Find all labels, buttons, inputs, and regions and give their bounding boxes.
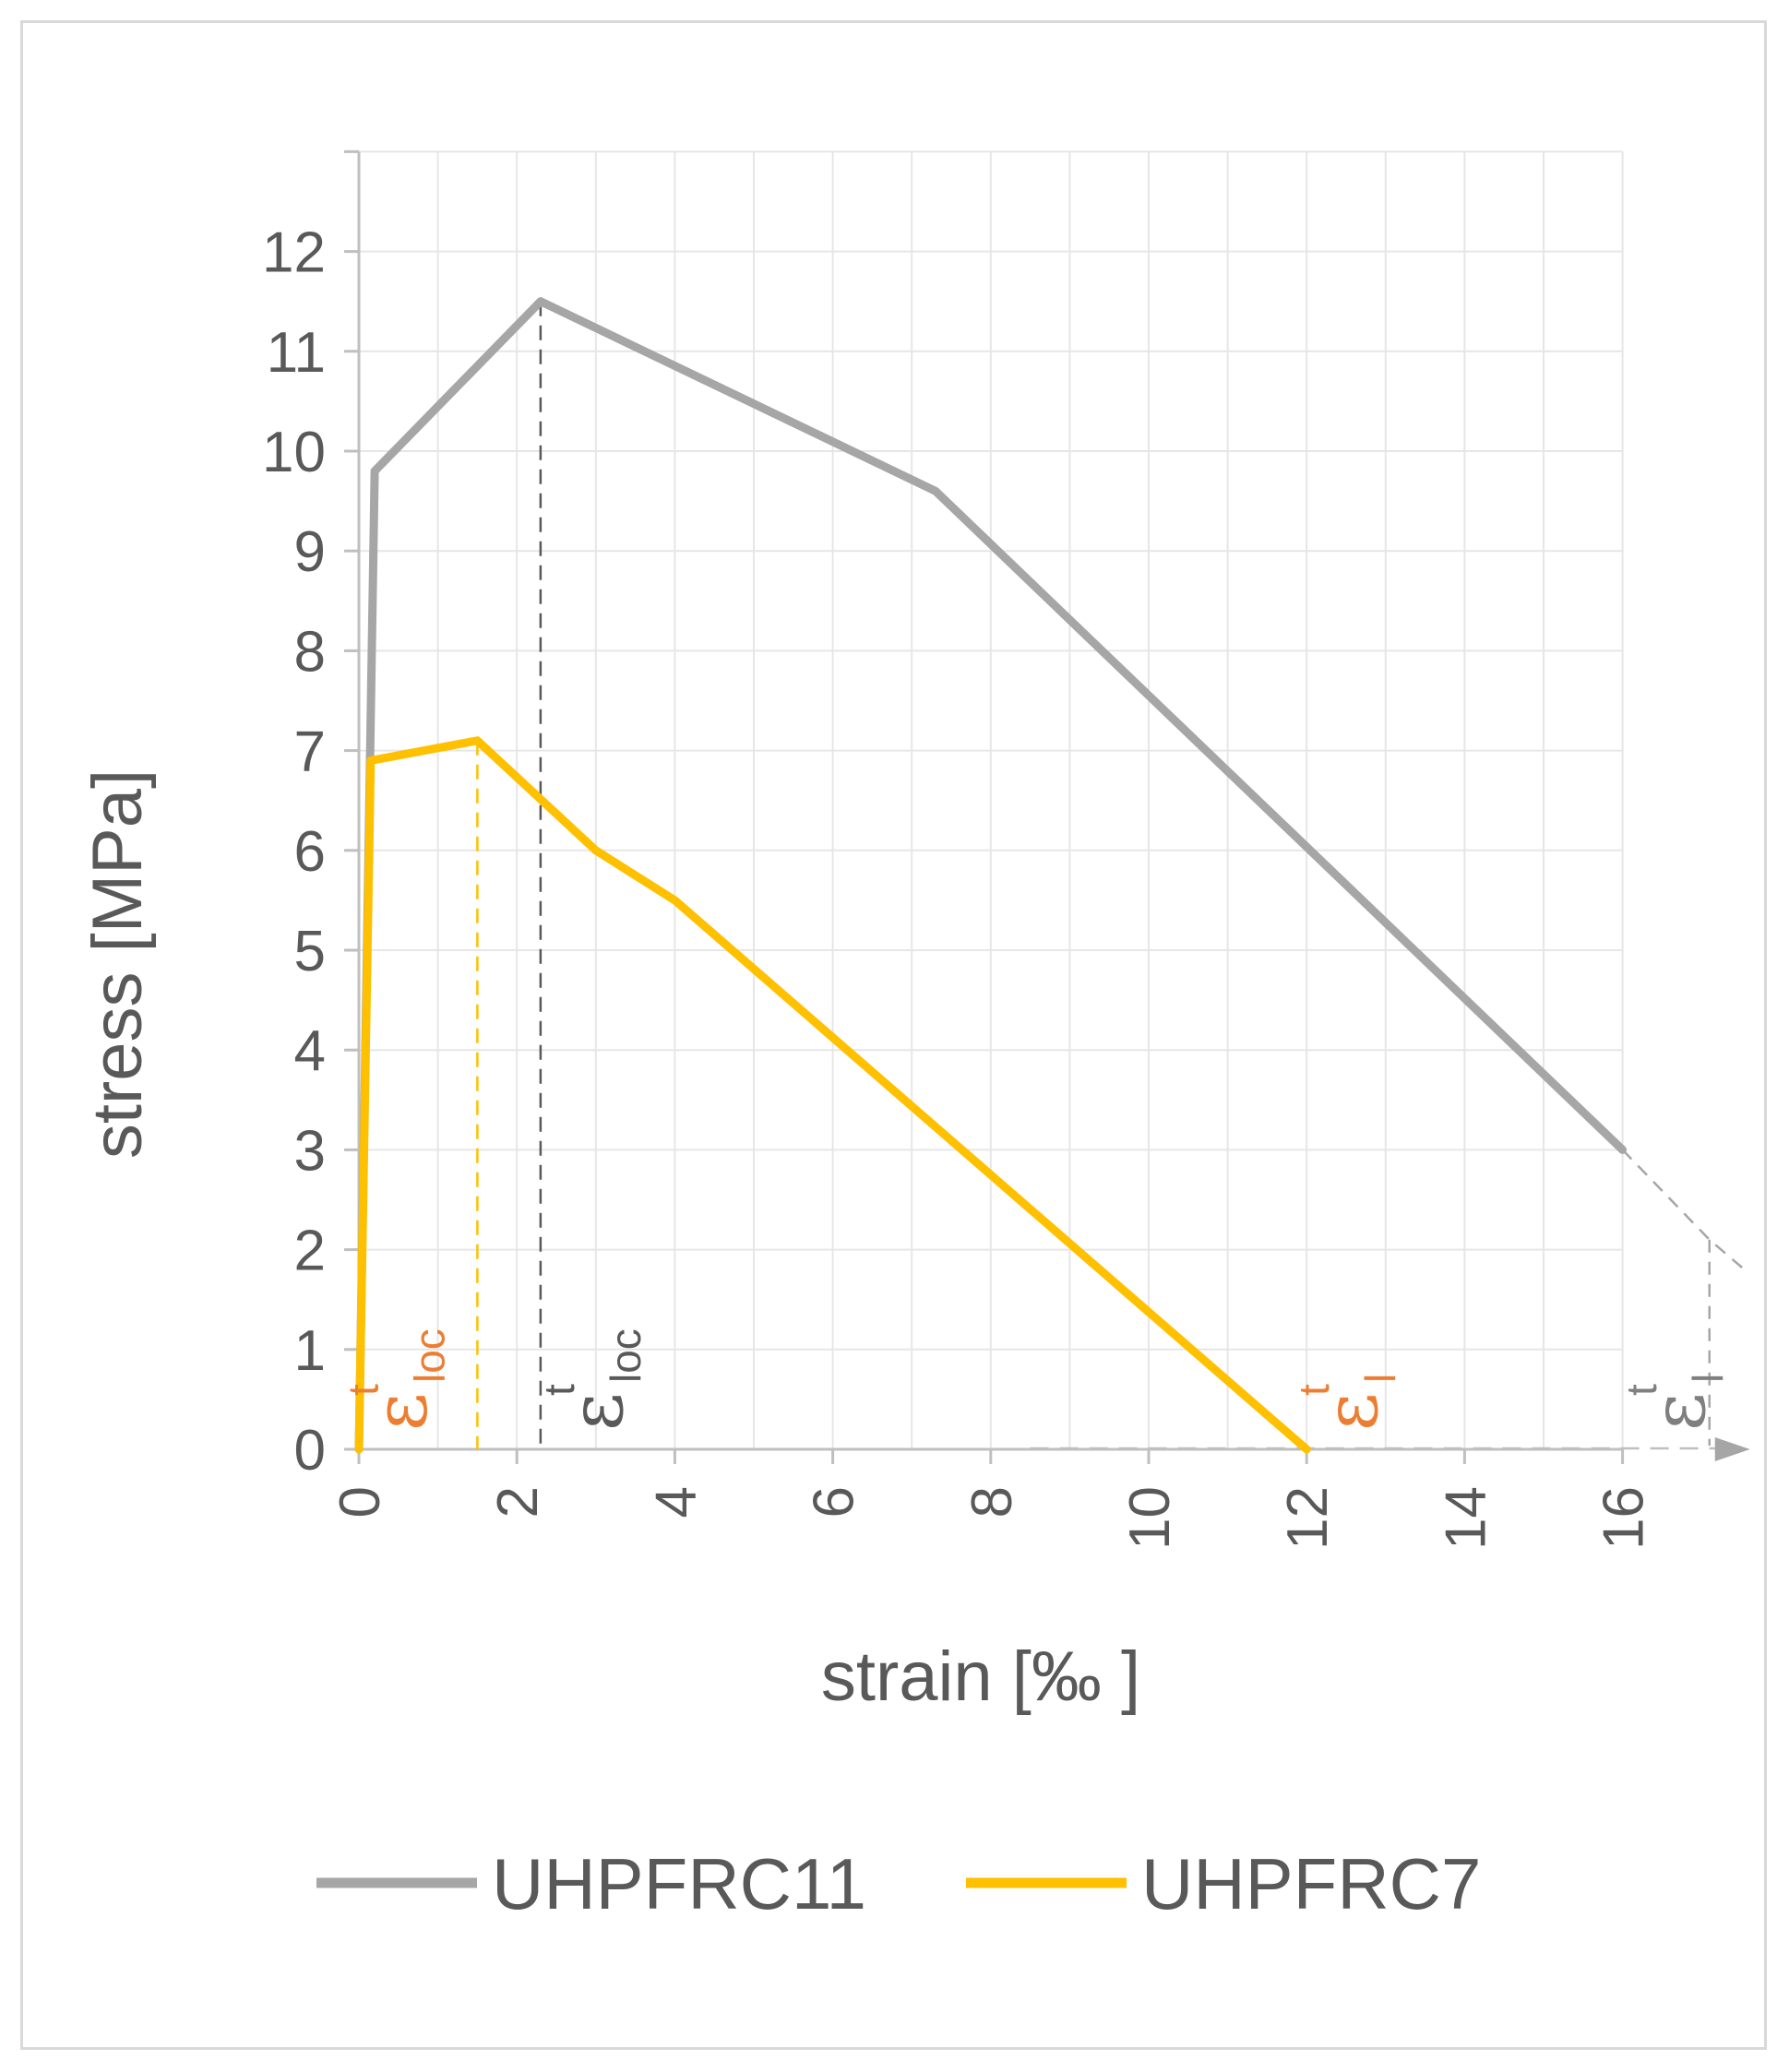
uhpfrc11-ultimate-strain-label-subscript: l xyxy=(1684,1374,1732,1383)
uhpfrc7-localization-strain-label-superscript: t xyxy=(339,1384,387,1396)
y-tick-label: 5 xyxy=(294,920,326,983)
x-tick-label: 10 xyxy=(1118,1486,1182,1550)
x-tick-label: 16 xyxy=(1592,1486,1656,1550)
series-lines xyxy=(354,297,1628,1454)
x-tick-label: 4 xyxy=(644,1486,708,1518)
uhpfrc11-localization-strain-label-superscript: t xyxy=(535,1384,583,1396)
uhpfrc7-ultimate-strain-label-superscript: t xyxy=(1290,1384,1338,1396)
legend-label-uhpfrc7: UHPFRC7 xyxy=(1141,1843,1481,1924)
y-tick-label: 10 xyxy=(262,421,326,484)
x-tick-label: 8 xyxy=(960,1486,1024,1518)
y-tick-label: 1 xyxy=(294,1319,326,1383)
y-tick-label: 11 xyxy=(267,321,326,385)
uhpfrc7-localization-strain-label: εt loc xyxy=(339,1328,453,1431)
uhpfrc11-extrapolation xyxy=(1621,1149,1746,1271)
y-tick-label: 9 xyxy=(294,520,326,584)
axes xyxy=(344,149,1625,1464)
axis-arrowhead xyxy=(1714,1437,1750,1461)
uhpfrc11-ultimate-strain-label-superscript: t xyxy=(1617,1384,1665,1396)
y-tick-label: 2 xyxy=(294,1220,326,1283)
uhpfrc11-ultimate-strain-label: εt l xyxy=(1617,1374,1732,1431)
y-tick-label: 4 xyxy=(294,1019,326,1083)
y-tick-label: 8 xyxy=(294,620,326,684)
y-tick-label: 6 xyxy=(294,820,326,884)
legend: UHPFRC11 UHPFRC7 xyxy=(316,1843,1481,1924)
uhpfrc7-localization-strain-label-subscript: loc xyxy=(405,1328,453,1383)
x-axis-title: strain [‰ ] xyxy=(821,1637,1140,1716)
y-tick-label: 3 xyxy=(294,1119,326,1183)
uhpfrc7-ultimate-strain-label: εt l xyxy=(1290,1374,1404,1431)
uhpfrc7-ultimate-strain-label-subscript: l xyxy=(1356,1374,1404,1383)
series-line-uhpfrc7 xyxy=(354,736,1311,1454)
legend-label-uhpfrc11: UHPFRC11 xyxy=(492,1843,866,1924)
x-tick-label: 2 xyxy=(486,1486,550,1518)
uhpfrc11-localization-strain-label-subscript: loc xyxy=(602,1328,650,1383)
uhpfrc7-ultimate-strain-label-symbol: ε xyxy=(1308,1393,1394,1431)
uhpfrc11-localization-strain-label-symbol: ε xyxy=(554,1393,639,1431)
gridlines xyxy=(359,150,1624,1449)
x-tick-label: 6 xyxy=(803,1486,866,1518)
y-axis-title: stress [MPa] xyxy=(78,769,157,1159)
uhpfrc11-ultimate-strain-label-symbol: ε xyxy=(1636,1393,1722,1431)
x-tick-label: 0 xyxy=(328,1486,392,1518)
x-tick-label: 14 xyxy=(1434,1486,1497,1550)
x-tick-label: 12 xyxy=(1276,1486,1340,1550)
uhpfrc7-localization-strain-label-symbol: ε xyxy=(357,1393,443,1431)
y-tick-label: 0 xyxy=(294,1419,326,1483)
chart-frame: 0 1 2 3 4 5 6 7 8 9 10 11 12 0 2 4 6 8 10 12 14 16 ε t loc ε t loc… xyxy=(20,20,1767,2050)
guide-lines xyxy=(476,301,1750,1461)
y-tick-label: 12 xyxy=(262,221,326,285)
y-tick-label: 7 xyxy=(294,720,326,784)
uhpfrc11-localization-strain-label: εt loc xyxy=(535,1328,650,1431)
